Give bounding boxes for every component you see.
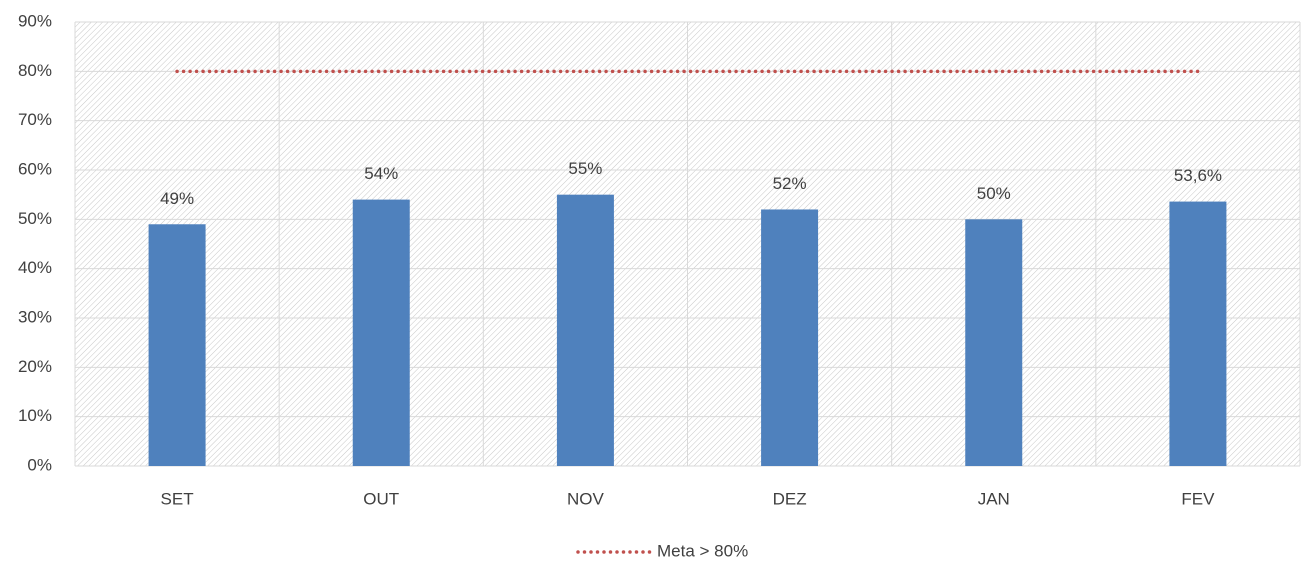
y-tick-label: 80%: [18, 61, 52, 80]
legend-label: Meta > 80%: [657, 541, 748, 560]
data-label: 52%: [773, 174, 807, 193]
y-tick-label: 10%: [18, 406, 52, 425]
bar: [761, 209, 819, 466]
x-tick-label: NOV: [567, 489, 605, 508]
x-tick-label: JAN: [978, 489, 1010, 508]
bar: [352, 199, 410, 466]
bar: [148, 224, 206, 466]
data-label: 55%: [568, 159, 602, 178]
y-tick-label: 90%: [18, 11, 52, 30]
x-tick-label: DEZ: [773, 489, 807, 508]
bar: [965, 219, 1023, 466]
y-tick-label: 40%: [18, 258, 52, 277]
y-tick-label: 60%: [18, 159, 52, 178]
bar: [556, 194, 614, 466]
data-label: 49%: [160, 189, 194, 208]
y-tick-label: 70%: [18, 110, 52, 129]
x-tick-label: OUT: [363, 489, 399, 508]
data-label: 54%: [364, 164, 398, 183]
y-tick-label: 0%: [27, 455, 52, 474]
y-tick-label: 50%: [18, 209, 52, 228]
x-tick-label: SET: [161, 489, 194, 508]
bar: [1169, 201, 1227, 466]
x-tick-label: FEV: [1181, 489, 1215, 508]
data-label: 53,6%: [1174, 166, 1222, 185]
data-label: 50%: [977, 184, 1011, 203]
y-tick-label: 20%: [18, 357, 52, 376]
y-tick-label: 30%: [18, 307, 52, 326]
